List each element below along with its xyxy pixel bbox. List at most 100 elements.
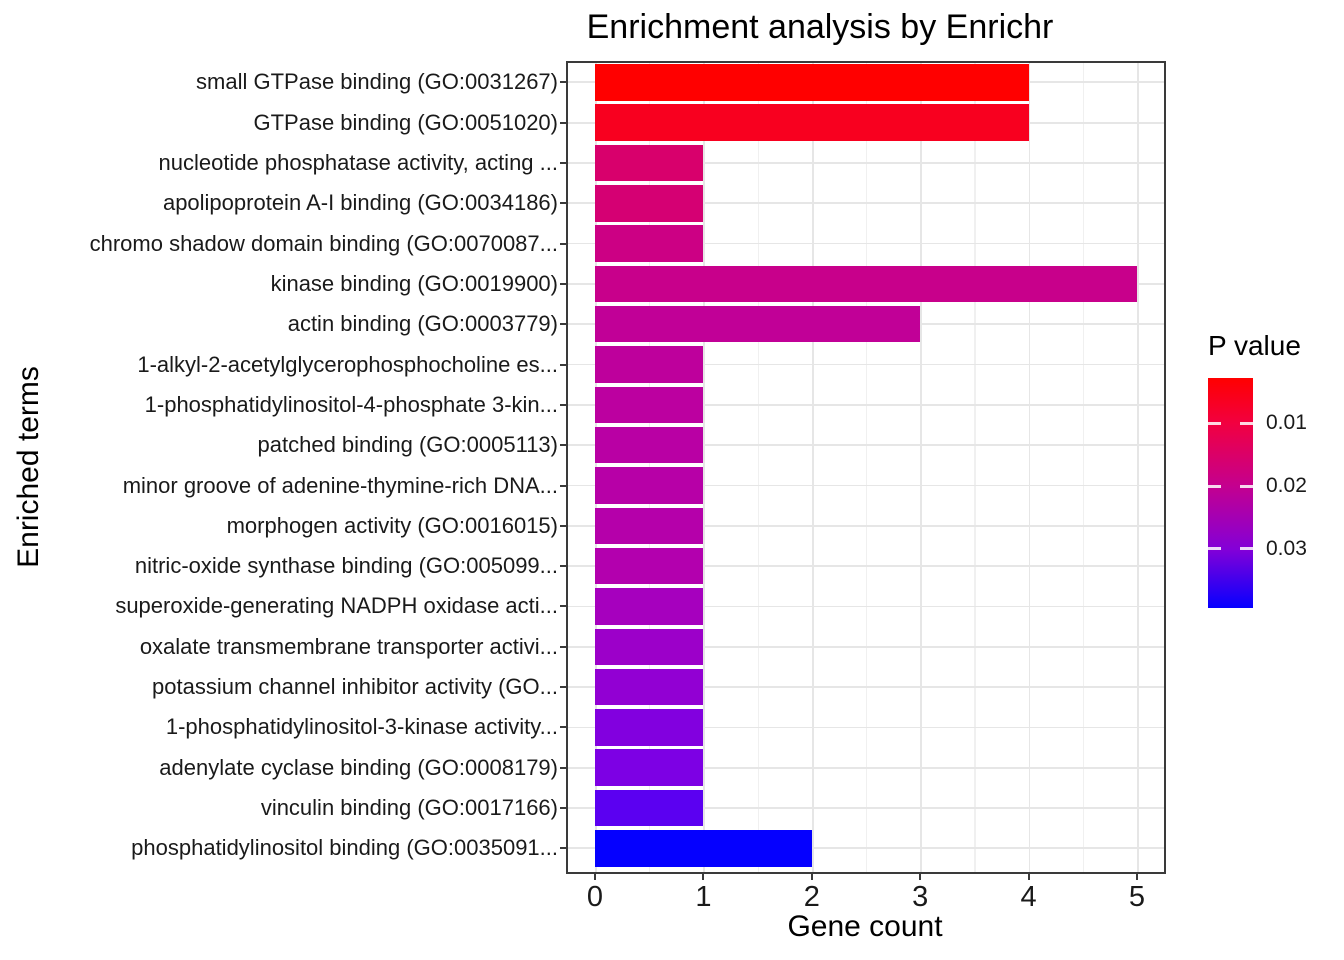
y-tick-mark	[560, 161, 568, 164]
x-tick-mark	[919, 872, 922, 880]
gridline-major-h	[568, 403, 1164, 406]
bar-7	[595, 305, 921, 343]
y-tick-label: 1-phosphatidylinositol-3-kinase activity…	[165, 714, 558, 740]
x-tick-mark	[702, 872, 705, 880]
x-tick-mark	[810, 872, 813, 880]
gridline-minor-v	[1082, 63, 1085, 872]
gridline-major-v	[703, 63, 706, 872]
bar-14	[595, 588, 704, 625]
gridline-major-v	[811, 63, 814, 872]
y-tick-mark	[560, 766, 568, 769]
bar-19	[595, 789, 704, 827]
y-tick-label: 1-alkyl-2-acetylglycerophosphocholine es…	[137, 351, 558, 377]
bar-3	[595, 144, 704, 182]
legend-gradient-bar: 0.01 0.02 0.03	[1208, 378, 1307, 608]
bar-20	[595, 830, 812, 867]
legend-title: P value	[1208, 330, 1301, 361]
gridline-major-h	[568, 484, 1164, 487]
legend-tick-mark-left	[1208, 484, 1221, 488]
y-tick-label: superoxide-generating NADPH oxidase acti…	[115, 593, 558, 619]
y-tick-label: apolipoprotein A-I binding (GO:0034186)	[162, 190, 558, 216]
x-tick-label: 4	[1020, 881, 1037, 913]
bar-8	[595, 346, 704, 383]
legend-tick-mark-right	[1240, 547, 1253, 551]
chart-title: Enrichment analysis by Enrichr	[586, 8, 1054, 46]
y-tick-mark	[560, 484, 568, 487]
bar-12	[595, 507, 704, 545]
gridline-minor-v	[974, 63, 976, 872]
y-tick-label: nucleotide phosphatase activity, acting …	[158, 149, 558, 175]
y-tick-label: morphogen activity (GO:0016015)	[226, 512, 558, 538]
y-tick-mark	[560, 121, 568, 124]
gridline-major-h	[568, 726, 1164, 729]
plot-panel	[566, 61, 1166, 874]
bar-15	[595, 628, 704, 666]
legend-tick-mark-left	[1208, 547, 1221, 551]
x-tick-mark	[1136, 872, 1138, 880]
y-tick-label: 1-phosphatidylinositol-4-phosphate 3-kin…	[144, 391, 558, 417]
y-tick-label: minor groove of adenine-thymine-rich DNA…	[122, 472, 558, 498]
x-tick-label: 0	[586, 881, 604, 913]
gridline-major-v	[920, 63, 922, 872]
gridline-major-v	[1137, 63, 1139, 872]
gridline-major-h	[568, 645, 1164, 648]
y-tick-label: oxalate transmembrane transporter activi…	[139, 633, 558, 659]
gridline-major-h	[568, 766, 1164, 769]
y-tick-label: actin binding (GO:0003779)	[287, 311, 558, 337]
y-tick-mark	[560, 363, 568, 366]
bar-9	[595, 386, 704, 424]
y-tick-label: small GTPase binding (GO:0031267)	[196, 69, 558, 95]
gridline-major-h	[568, 686, 1164, 688]
legend-tick-mark-left	[1208, 421, 1221, 425]
legend-tick-label: 0.01	[1266, 411, 1307, 435]
y-tick-label: adenylate cyclase binding (GO:0008179)	[159, 754, 558, 780]
x-tick-label: 5	[1128, 881, 1146, 913]
gridline-major-h	[568, 202, 1164, 205]
y-tick-mark	[560, 726, 568, 729]
y-tick-mark	[560, 444, 568, 447]
bar-6	[595, 265, 1137, 303]
gridline-minor-v	[757, 63, 759, 872]
y-tick-mark	[560, 565, 568, 568]
y-tick-mark	[560, 81, 568, 84]
y-tick-label: vinculin binding (GO:0017166)	[260, 795, 558, 821]
y-tick-mark	[560, 524, 568, 527]
x-tick-label: 3	[912, 881, 929, 913]
gridline-major-h	[568, 565, 1164, 568]
gridline-major-h	[568, 524, 1164, 527]
x-tick-mark	[1027, 872, 1030, 880]
y-tick-label: potassium channel inhibitor activity (GO…	[152, 674, 558, 700]
y-tick-mark	[560, 323, 568, 326]
x-tick-label: 1	[695, 881, 712, 913]
gridline-major-h	[568, 242, 1164, 245]
bar-18	[595, 749, 704, 786]
y-tick-label: patched binding (GO:0005113)	[257, 432, 558, 458]
y-tick-mark	[560, 605, 568, 608]
bar-4	[595, 185, 704, 222]
gridline-major-h	[568, 444, 1164, 447]
y-tick-mark	[560, 807, 568, 810]
y-tick-mark	[560, 847, 568, 850]
x-tick-mark	[594, 872, 596, 880]
bar-2	[595, 104, 1029, 141]
gridline-major-v	[1028, 63, 1031, 872]
bar-1	[595, 64, 1029, 101]
gridline-major-h	[568, 363, 1164, 366]
y-tick-mark	[560, 645, 568, 648]
x-tick-label: 2	[803, 881, 820, 913]
gridline-major-h	[568, 605, 1164, 608]
y-tick-mark	[560, 242, 568, 245]
gridline-minor-v	[866, 63, 868, 872]
legend-tick-label: 0.03	[1266, 536, 1307, 560]
legend-tick-mark-right	[1240, 421, 1253, 425]
y-tick-label: nitric-oxide synthase binding (GO:005099…	[134, 553, 558, 579]
gridline-major-h	[568, 162, 1164, 164]
y-tick-label: GTPase binding (GO:0051020)	[253, 109, 558, 135]
y-tick-label: kinase binding (GO:0019900)	[270, 270, 558, 296]
bar-13	[595, 547, 704, 585]
legend-tick-label: 0.02	[1266, 474, 1307, 498]
bar-5	[595, 225, 704, 262]
bar-11	[595, 467, 704, 504]
y-tick-label: phosphatidylinositol binding (GO:0035091…	[131, 835, 558, 861]
